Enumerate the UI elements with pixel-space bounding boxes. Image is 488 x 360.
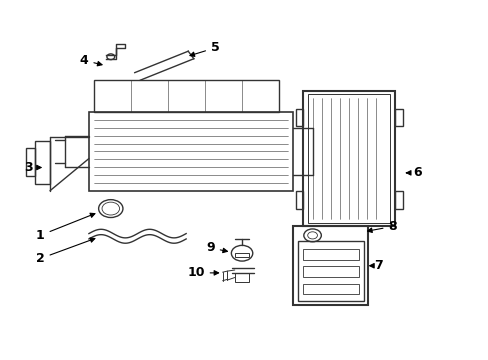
Bar <box>302 249 358 260</box>
Bar <box>302 91 394 226</box>
Bar <box>302 284 358 294</box>
Bar <box>297 241 363 301</box>
Bar <box>234 253 249 257</box>
Text: 9: 9 <box>206 241 227 255</box>
Bar <box>35 141 50 184</box>
Bar <box>394 109 402 126</box>
Text: 5: 5 <box>190 41 219 57</box>
Bar <box>302 266 358 277</box>
Bar <box>234 273 249 282</box>
Bar <box>307 94 389 223</box>
Text: 6: 6 <box>406 166 421 179</box>
Bar <box>292 226 368 305</box>
Text: 7: 7 <box>369 259 382 272</box>
Bar <box>26 148 35 176</box>
Text: 3: 3 <box>24 161 41 174</box>
Bar <box>94 80 278 112</box>
Bar <box>295 191 302 208</box>
Text: 4: 4 <box>80 54 102 67</box>
Bar <box>394 191 402 208</box>
Text: 1: 1 <box>36 213 95 242</box>
Bar <box>89 112 292 191</box>
Text: 8: 8 <box>367 220 396 233</box>
Text: 2: 2 <box>36 238 95 265</box>
Bar <box>295 109 302 126</box>
Text: 10: 10 <box>187 266 218 279</box>
